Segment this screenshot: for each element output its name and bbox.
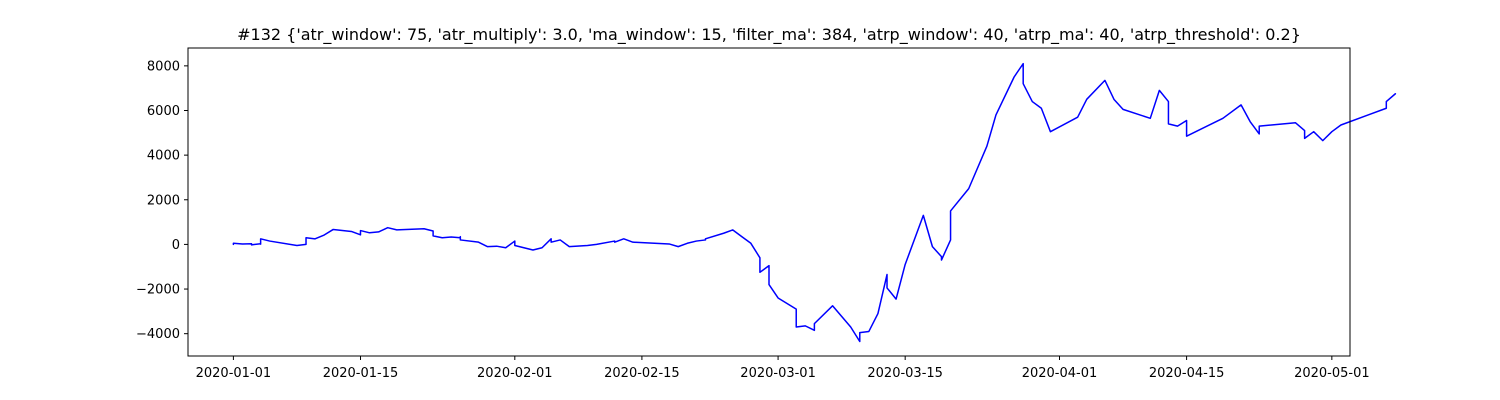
x-tick-label: 2020-01-01 (196, 366, 272, 381)
y-tick-label: −4000 (136, 327, 180, 342)
y-tick-label: 4000 (147, 149, 180, 164)
y-axis: −4000 −2000 0 2000 4000 6000 8000 (136, 59, 188, 342)
x-tick-label: 2020-02-15 (604, 366, 680, 381)
x-tick-label: 2020-01-15 (323, 366, 399, 381)
series-line-0 (232, 62, 1397, 343)
x-axis: 2020-01-01 2020-01-15 2020-02-01 2020-02-15… (196, 356, 1370, 381)
y-tick-label: 2000 (147, 193, 180, 208)
x-tick-label: 2020-03-15 (867, 366, 943, 381)
x-tick-label: 2020-04-01 (1022, 366, 1098, 381)
x-tick-label: 2020-05-01 (1294, 366, 1370, 381)
chart-title: #132 {'atr_window': 75, 'atr_multiply': … (237, 25, 1301, 45)
x-tick-label: 2020-02-01 (477, 366, 553, 381)
plot-area (187, 47, 1397, 357)
y-tick-label: 0 (172, 238, 180, 253)
y-tick-label: 8000 (147, 59, 180, 74)
x-tick-label: 2020-03-01 (740, 366, 816, 381)
y-tick-label: 6000 (147, 104, 180, 119)
x-tick-label: 2020-04-15 (1149, 366, 1225, 381)
y-tick-label: −2000 (136, 283, 180, 298)
plot-frame (187, 47, 1351, 357)
